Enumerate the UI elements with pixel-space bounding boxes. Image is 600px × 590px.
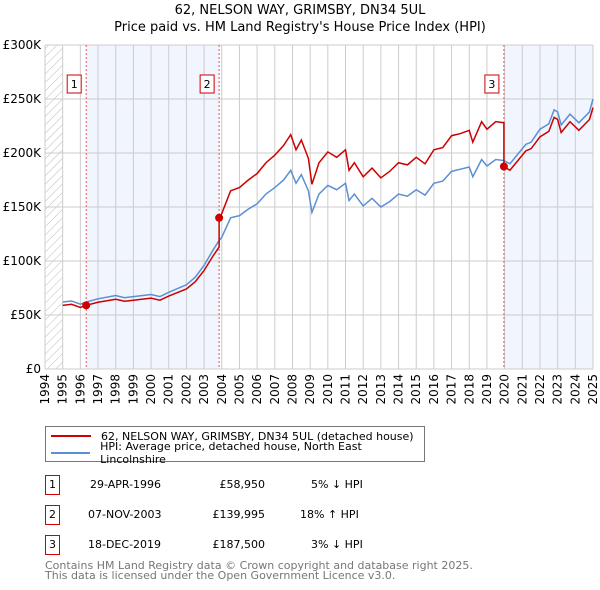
- sale-date: 07-NOV-2003: [88, 508, 162, 521]
- x-tick-label: 1998: [109, 374, 123, 405]
- x-tick-label: 2015: [409, 374, 423, 405]
- x-tick-label: 2001: [162, 374, 176, 405]
- sale-label-box: [66, 74, 82, 94]
- sale-label-box: [199, 74, 215, 94]
- x-tick-label: 2008: [285, 374, 299, 405]
- y-tick-label: £300K: [3, 38, 43, 52]
- x-tick-label: 2005: [232, 374, 246, 405]
- x-tick-label: 1999: [126, 374, 140, 405]
- chart-title: 62, NELSON WAY, GRIMSBY, DN34 5UL: [174, 3, 426, 18]
- y-tick-label: £50K: [10, 308, 42, 322]
- x-tick-label: 1995: [56, 374, 70, 405]
- footer: Contains HM Land Registry data © Crown c…: [45, 559, 473, 582]
- x-tick-label: 2024: [568, 374, 582, 405]
- x-tick-label: 2023: [551, 374, 565, 405]
- footer-line-2: This data is licensed under the Open Gov…: [45, 569, 396, 582]
- x-tick-label: 2009: [303, 374, 317, 405]
- y-tick-label: £0: [26, 362, 41, 376]
- x-tick-label: 2020: [498, 374, 512, 405]
- sale-date: 29-APR-1996: [90, 478, 162, 491]
- footer-line-1: Contains HM Land Registry data © Crown c…: [45, 559, 473, 572]
- y-tick-label: £150K: [3, 200, 43, 214]
- sale-marker-label: 1: [45, 475, 60, 495]
- x-tick-label: 2003: [197, 374, 211, 405]
- sale-price: £139,995: [212, 508, 266, 521]
- legend-label-price: 62, NELSON WAY, GRIMSBY, DN34 5UL (detac…: [101, 429, 414, 443]
- x-tick-label: 2022: [533, 374, 547, 405]
- x-tick-label: 2012: [356, 374, 370, 405]
- sale-label: 1: [71, 78, 78, 91]
- x-tick-label: 1994: [38, 374, 52, 405]
- x-tick-label: 2004: [215, 374, 229, 405]
- x-tick-label: 2025: [586, 374, 600, 405]
- x-tick-label: 2010: [321, 374, 335, 405]
- x-tick-label: 2017: [445, 374, 459, 405]
- y-tick-label: £200K: [3, 146, 43, 160]
- y-tick-label: £100K: [3, 254, 43, 268]
- chart-subtitle: Price paid vs. HM Land Registry's House …: [114, 20, 486, 35]
- sale-hpi: 18% ↑ HPI: [300, 508, 359, 521]
- x-tick-label: 2013: [374, 374, 388, 405]
- x-tick-label: 2021: [515, 374, 529, 405]
- x-tick-label: 2006: [250, 374, 264, 405]
- legend: 62, NELSON WAY, GRIMSBY, DN34 5UL (detac…: [45, 426, 425, 466]
- x-tick-label: 2007: [268, 374, 282, 405]
- sale-marker-label: 3: [45, 535, 60, 555]
- sale-label: 2: [204, 78, 211, 91]
- x-tick-label: 2014: [392, 374, 406, 405]
- price-chart: 1994 1995 1996 1997 1998 1999 2000 2001 2002 2003…: [3, 38, 600, 405]
- sale-point: [499, 162, 508, 171]
- x-tick-label: 2011: [339, 374, 353, 405]
- x-tick-label: 1996: [73, 374, 87, 405]
- sale-label-box: [484, 74, 500, 94]
- legend-swatch-hpi: [51, 452, 91, 454]
- legend-swatch-price: [51, 435, 91, 437]
- legend-label-hpi: HPI: Average price, detached house, Nort…: [100, 440, 362, 466]
- hpi-line: [62, 98, 594, 305]
- x-tick-label: 1997: [91, 374, 105, 405]
- sale-date: 18-DEC-2019: [88, 538, 162, 551]
- sale-price: £187,500: [212, 538, 266, 551]
- x-tick-label: 2018: [462, 374, 476, 405]
- sale-point: [82, 301, 91, 310]
- x-tick-label: 2019: [480, 374, 494, 405]
- sale-label: 3: [488, 78, 495, 91]
- x-tick-label: 2016: [427, 374, 441, 405]
- sale-hpi: 3% ↓ HPI: [311, 538, 363, 551]
- y-tick-label: £250K: [3, 92, 43, 106]
- sale-hpi: 5% ↓ HPI: [311, 478, 363, 491]
- x-tick-label: 2000: [144, 374, 158, 405]
- price-line: [62, 107, 594, 309]
- sale-price: £58,950: [219, 478, 266, 491]
- sale-point: [215, 213, 224, 222]
- x-tick-label: 2002: [179, 374, 193, 405]
- sale-marker-label: 2: [45, 505, 60, 525]
